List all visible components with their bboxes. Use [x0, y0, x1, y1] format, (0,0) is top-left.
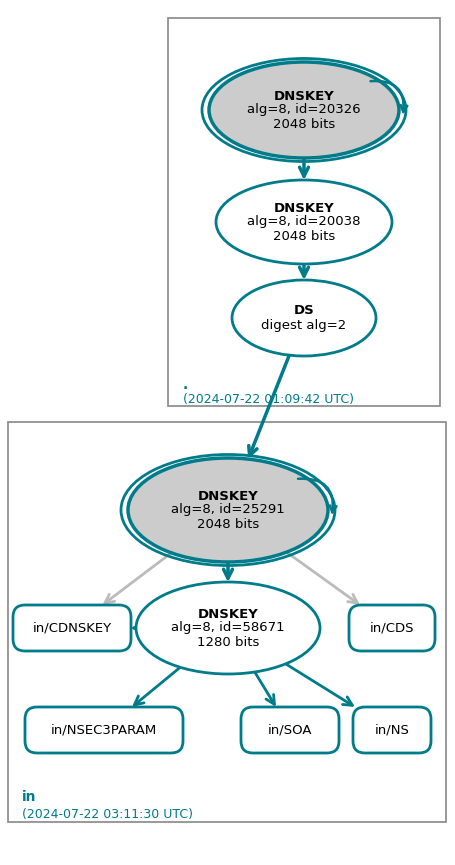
FancyBboxPatch shape — [241, 707, 338, 753]
Ellipse shape — [232, 280, 375, 356]
Text: alg=8, id=20326: alg=8, id=20326 — [247, 104, 360, 117]
FancyBboxPatch shape — [167, 18, 439, 406]
Text: alg=8, id=25291: alg=8, id=25291 — [171, 503, 284, 516]
FancyBboxPatch shape — [25, 707, 182, 753]
Text: 1280 bits: 1280 bits — [197, 636, 258, 649]
Text: in/CDNSKEY: in/CDNSKEY — [32, 621, 111, 635]
Text: 2048 bits: 2048 bits — [272, 229, 334, 242]
Text: (2024-07-22 01:09:42 UTC): (2024-07-22 01:09:42 UTC) — [182, 393, 353, 406]
Text: in/NS: in/NS — [374, 723, 409, 736]
Ellipse shape — [136, 582, 319, 674]
Text: alg=8, id=58671: alg=8, id=58671 — [171, 621, 284, 635]
Text: DNSKEY: DNSKEY — [273, 202, 334, 215]
Text: 2048 bits: 2048 bits — [272, 118, 334, 131]
FancyBboxPatch shape — [13, 605, 131, 651]
Ellipse shape — [216, 180, 391, 264]
Text: DNSKEY: DNSKEY — [197, 490, 258, 503]
Text: alg=8, id=20038: alg=8, id=20038 — [247, 215, 360, 228]
Text: DS: DS — [293, 304, 313, 317]
Text: 2048 bits: 2048 bits — [197, 517, 258, 530]
FancyBboxPatch shape — [8, 422, 445, 822]
Text: DNSKEY: DNSKEY — [273, 89, 334, 102]
Ellipse shape — [128, 458, 327, 562]
Text: .: . — [182, 378, 188, 392]
FancyBboxPatch shape — [348, 605, 434, 651]
Text: DNSKEY: DNSKEY — [197, 607, 258, 620]
Text: digest alg=2: digest alg=2 — [261, 318, 346, 331]
Text: in/NSEC3PARAM: in/NSEC3PARAM — [51, 723, 157, 736]
Text: in: in — [22, 790, 36, 804]
Text: in/SOA: in/SOA — [267, 723, 312, 736]
Ellipse shape — [208, 62, 398, 158]
Text: in/CDS: in/CDS — [369, 621, 413, 635]
Text: (2024-07-22 03:11:30 UTC): (2024-07-22 03:11:30 UTC) — [22, 808, 192, 821]
FancyBboxPatch shape — [352, 707, 430, 753]
